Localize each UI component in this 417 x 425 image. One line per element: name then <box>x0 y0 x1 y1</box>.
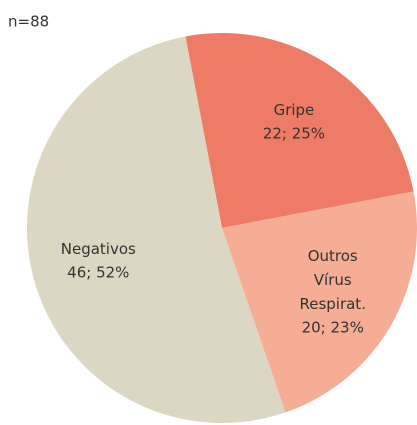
pie-slice <box>27 36 286 424</box>
slice-label: Negativos <box>61 239 136 257</box>
chart-title: n=88 <box>8 13 49 31</box>
pie-slice <box>185 32 414 228</box>
slice-value-label: 46; 52% <box>67 263 129 281</box>
slice-value-label: 20; 23% <box>302 319 364 337</box>
slice-label: Outros Vírus Respirat. <box>299 247 366 313</box>
pie-slice <box>222 191 417 413</box>
slice-label: Gripe <box>274 101 315 119</box>
slice-value-label: 22; 25% <box>263 125 325 143</box>
